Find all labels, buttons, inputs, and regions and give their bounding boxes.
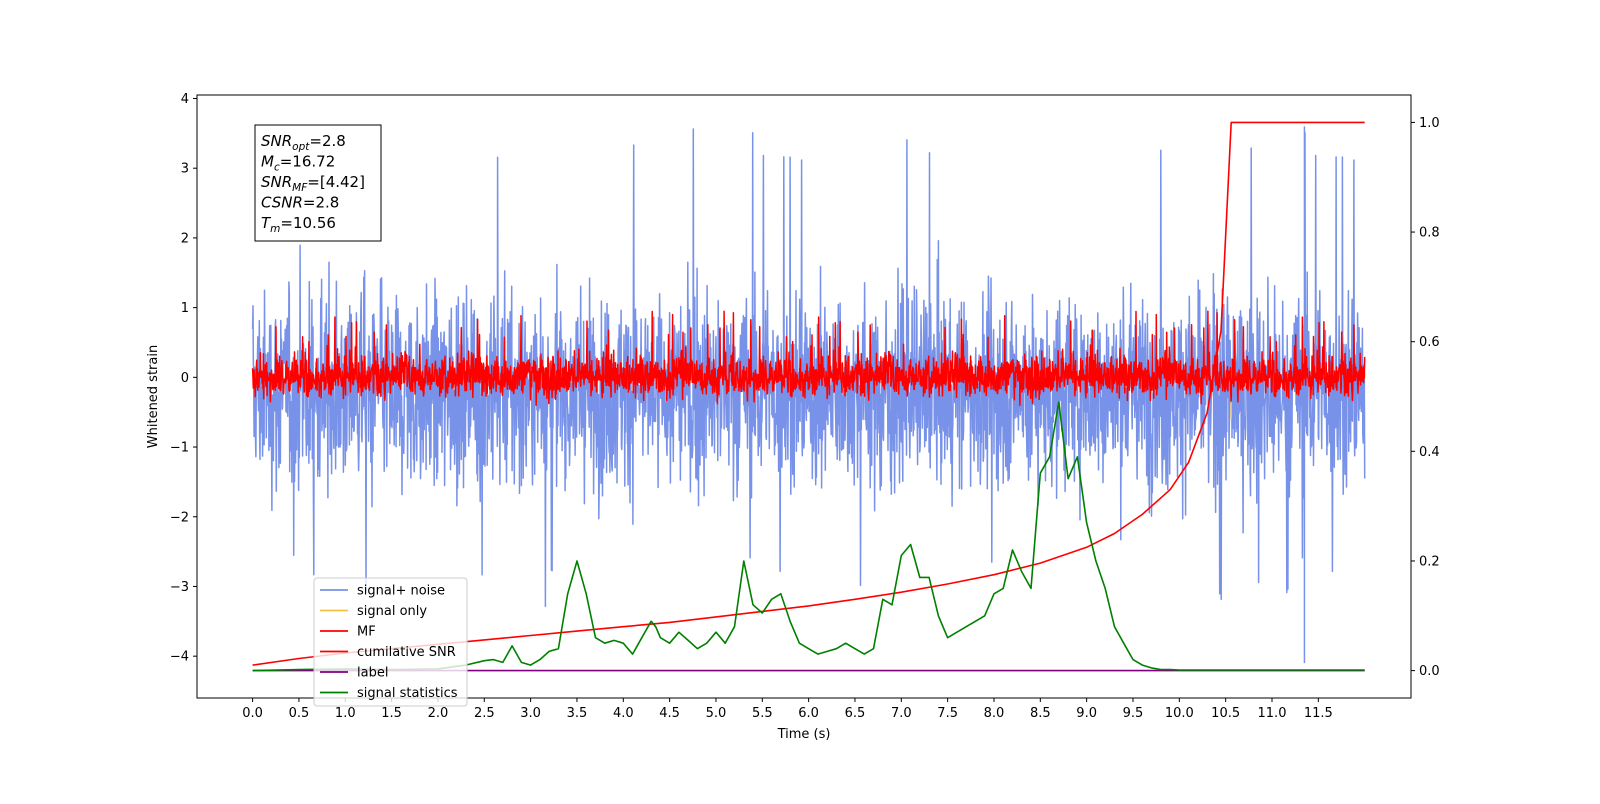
x-tick-label: 1.0 (335, 706, 356, 721)
x-tick-label: 11.5 (1304, 706, 1333, 721)
y-tick-label: 0 (181, 371, 189, 386)
legend-entry: cumilative SNR (357, 645, 456, 660)
annotation-tm: Tm=10.56 (261, 214, 336, 235)
series-mf (251, 310, 1366, 406)
axes-frame (196, 94, 1412, 699)
annotation-csnr: CSNR=2.8 (261, 194, 339, 212)
y-tick-label: 3 (181, 162, 189, 177)
x-tick-label: 9.5 (1123, 706, 1144, 721)
legend-entry: MF (357, 625, 376, 640)
x-tick-label: 10.0 (1165, 706, 1194, 721)
y2-tick-label: 0.8 (1419, 226, 1440, 241)
legend-entry: signal only (357, 604, 427, 619)
x-tick-label: 10.5 (1211, 706, 1240, 721)
x-tick-label: 4.0 (613, 706, 634, 721)
x-tick-label: 6.0 (798, 706, 819, 721)
y-tick-label: 2 (181, 231, 189, 246)
legend-entry: signal+ noise (357, 584, 445, 599)
y2-tick-label: 0.2 (1419, 554, 1440, 569)
x-tick-label: 8.0 (984, 706, 1005, 721)
legend-entry: signal statistics (357, 686, 458, 701)
annotation-frame (254, 124, 382, 242)
y2-tick-label: 0.0 (1419, 664, 1440, 679)
x-tick-label: 1.5 (381, 706, 402, 721)
y2-tick-label: 0.4 (1419, 445, 1440, 460)
x-tick-label: 3.5 (567, 706, 588, 721)
x-tick-label: 4.5 (659, 706, 680, 721)
x-tick-label: 0.5 (289, 706, 310, 721)
x-tick-label: 2.0 (428, 706, 449, 721)
y2-tick-label: 0.6 (1419, 335, 1440, 350)
annotation-snr-mf: SNRMF=[4.42] (261, 173, 365, 194)
x-tick-label: 3.0 (520, 706, 541, 721)
x-tick-label: 5.0 (706, 706, 727, 721)
legend-entry: label (357, 666, 388, 681)
x-tick-label: 5.5 (752, 706, 773, 721)
x-tick-label: 7.5 (937, 706, 958, 721)
annotation-mc: Mc=16.72 (261, 153, 335, 174)
series-signal-statistics (252, 401, 1365, 672)
legend-frame (313, 577, 468, 707)
y-tick-label: 1 (181, 301, 189, 316)
x-tick-label: 2.5 (474, 706, 495, 721)
y-tick-label: −4 (170, 650, 189, 665)
x-tick-label: 9.0 (1076, 706, 1097, 721)
x-tick-label: 6.5 (845, 706, 866, 721)
y-tick-label: −2 (170, 510, 189, 525)
x-tick-label: 0.0 (242, 706, 263, 721)
annotation-snr-opt: SNRopt=2.8 (261, 132, 346, 153)
x-tick-label: 8.5 (1030, 706, 1051, 721)
y-tick-label: 4 (181, 92, 189, 107)
x-axis-label: Time (s) (777, 727, 831, 742)
legend: signal+ noise signal only MF cumilative SNR… (313, 577, 468, 707)
y-tick-label: −1 (170, 441, 189, 456)
x-tick-label: 11.0 (1258, 706, 1287, 721)
y-axis-label: Whitened strain (146, 345, 161, 448)
y-tick-label: −3 (170, 580, 189, 595)
axes: 0.0 0.5 1.0 1.5 2.0 2.5 3.0 3.5 4.0 4.5 5.0 5.5 6.0 6… (146, 92, 1440, 742)
y2-tick-label: 1.0 (1419, 116, 1440, 131)
x-tick-label: 7.0 (891, 706, 912, 721)
